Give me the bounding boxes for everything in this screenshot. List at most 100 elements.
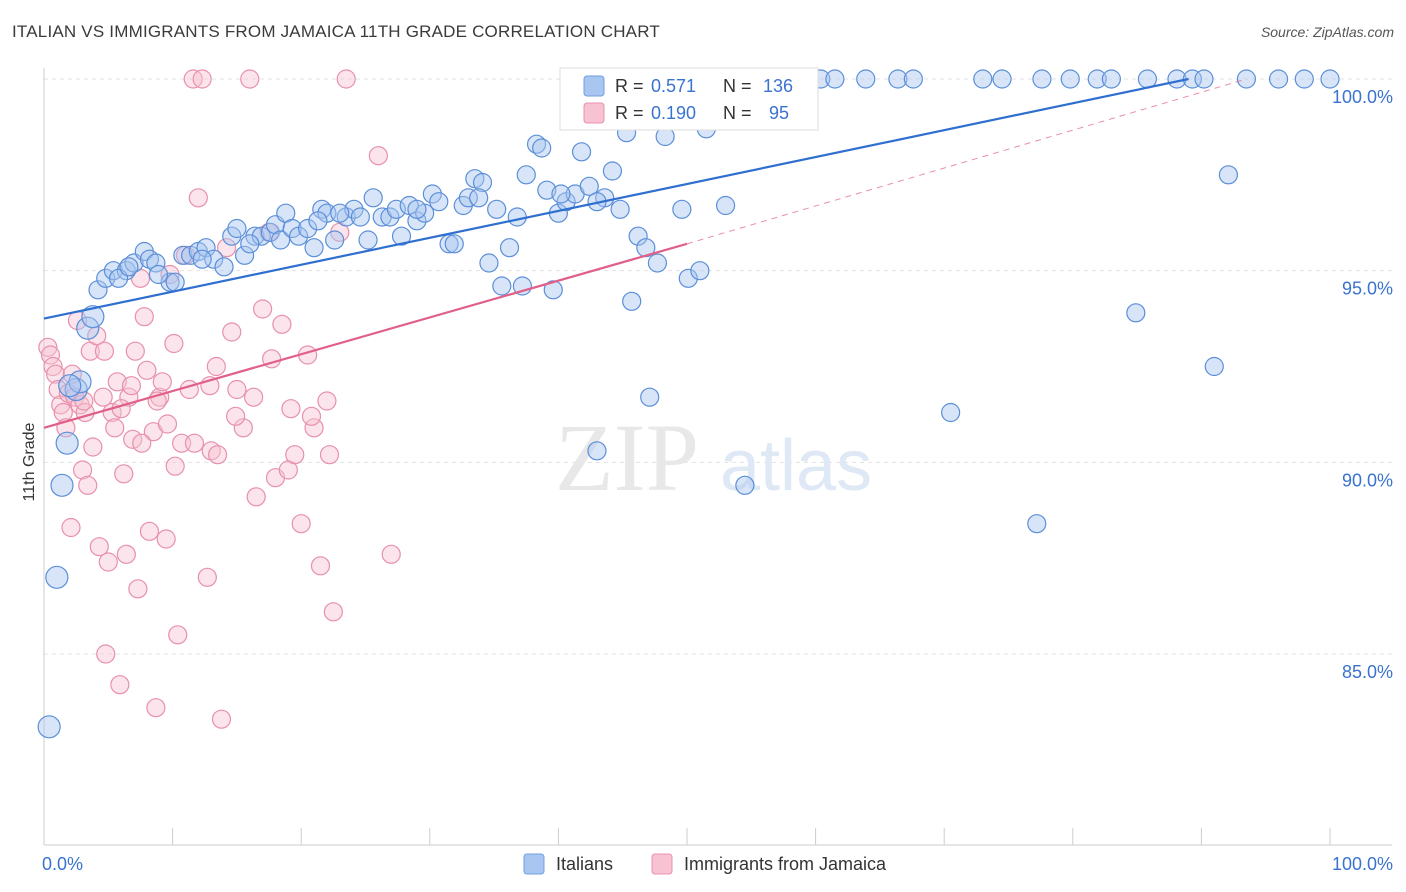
y-tick-label-2: 95.0% bbox=[1342, 279, 1393, 299]
jamaica-point-72 bbox=[323, 602, 343, 622]
italians-point-48 bbox=[391, 226, 412, 246]
jamaica-point-79 bbox=[94, 341, 115, 361]
jamaica-point-43 bbox=[164, 333, 184, 354]
italians-point-1 bbox=[45, 565, 69, 589]
italians-point-112 bbox=[1060, 69, 1080, 89]
italians-point-137 bbox=[551, 184, 571, 204]
x-tick-label-1: 100.0% bbox=[1332, 854, 1393, 874]
jamaica-point-53 bbox=[206, 356, 226, 377]
italians-point-31 bbox=[271, 230, 291, 250]
jamaica-point-94 bbox=[319, 445, 340, 465]
source-label: Source: ZipAtlas.com bbox=[1260, 24, 1394, 40]
italians-point-8 bbox=[88, 280, 108, 300]
italians-point-111 bbox=[1032, 69, 1052, 89]
jamaica-point-38 bbox=[146, 698, 166, 718]
jamaica-point-74 bbox=[336, 69, 356, 89]
italians-point-80 bbox=[622, 291, 642, 311]
trend-jamaica bbox=[43, 242, 688, 429]
chart-title: ITALIAN VS IMMIGRANTS FROM JAMAICA 11TH … bbox=[12, 22, 660, 41]
jamaica-point-19 bbox=[89, 537, 109, 557]
jamaica-point-93 bbox=[301, 406, 322, 426]
italians-point-68 bbox=[537, 180, 557, 200]
jamaica-point-61 bbox=[253, 299, 273, 319]
jamaica-point-9 bbox=[61, 517, 81, 538]
trend-lines bbox=[43, 77, 1247, 429]
italians-point-47 bbox=[386, 199, 406, 219]
italians-point-93 bbox=[715, 195, 736, 216]
stat-r-value-2: 0.190 bbox=[651, 103, 696, 123]
jamaica-point-69 bbox=[304, 418, 324, 438]
italians-point-25 bbox=[227, 218, 247, 239]
italians-point-108 bbox=[973, 69, 993, 89]
italians-point-3 bbox=[55, 431, 79, 455]
bottom-swatch-italians bbox=[523, 853, 545, 875]
italians-point-46 bbox=[380, 207, 400, 227]
jamaica-point-82 bbox=[132, 433, 152, 453]
bottom-legend: Italians Immigrants from Jamaica bbox=[523, 853, 887, 875]
italians-point-7 bbox=[81, 305, 105, 329]
trend-italians bbox=[43, 77, 1189, 320]
jamaica-point-15 bbox=[78, 475, 98, 495]
jamaica-point-71 bbox=[317, 391, 337, 411]
jamaica-point-34 bbox=[134, 307, 154, 327]
italians-point-50 bbox=[407, 211, 427, 231]
italians-point-115 bbox=[1126, 303, 1146, 323]
jamaica-point-54 bbox=[211, 709, 232, 729]
italians-point-128 bbox=[119, 257, 139, 277]
jamaica-point-17 bbox=[83, 437, 103, 457]
italians-point-39 bbox=[325, 230, 345, 250]
italians-point-123 bbox=[1268, 69, 1289, 89]
italians-point-17 bbox=[165, 272, 185, 292]
italians-point-43 bbox=[358, 230, 378, 250]
italians-point-114 bbox=[1101, 69, 1121, 89]
italians-point-44 bbox=[363, 188, 383, 208]
italians-point-37 bbox=[312, 199, 332, 219]
italians-point-60 bbox=[479, 253, 499, 273]
stats-legend: R = 0.571 N = 136 R = 0.190 N = 95 bbox=[559, 67, 819, 131]
italians-point-53 bbox=[429, 192, 449, 212]
jamaica-point-35 bbox=[137, 360, 157, 380]
italians-point-132 bbox=[308, 211, 328, 231]
italians-point-69 bbox=[543, 280, 563, 300]
italians-point-134 bbox=[407, 199, 427, 219]
x-tick-label-0: 0.0% bbox=[42, 854, 83, 874]
italians-point-15 bbox=[146, 253, 166, 273]
italians-point-133 bbox=[330, 203, 350, 223]
jamaica-point-21 bbox=[96, 644, 116, 664]
y-tick-label-3: 100.0% bbox=[1332, 87, 1393, 107]
jamaica-point-22 bbox=[98, 552, 118, 572]
gridlines bbox=[44, 78, 1392, 655]
italians-point-0 bbox=[37, 715, 61, 739]
italians-point-21 bbox=[196, 238, 216, 258]
jamaica-point-25 bbox=[107, 372, 127, 392]
italians-point-75 bbox=[587, 441, 607, 461]
jamaica-point-76 bbox=[381, 544, 401, 564]
jamaica-point-88 bbox=[208, 445, 228, 465]
italians-point-141 bbox=[690, 261, 710, 281]
jamaica-point-20 bbox=[93, 387, 113, 407]
jamaica-point-13 bbox=[72, 460, 93, 480]
italians-point-88 bbox=[678, 268, 698, 288]
italians-point-95 bbox=[735, 475, 755, 495]
italians-point-65 bbox=[516, 165, 536, 185]
italians-point-63 bbox=[499, 238, 520, 258]
jamaica-point-1 bbox=[40, 345, 61, 365]
jamaica-point-66 bbox=[285, 445, 305, 465]
italians-point-105 bbox=[888, 69, 908, 89]
jamaica-point-60 bbox=[246, 487, 266, 507]
jamaica-point-57 bbox=[227, 379, 247, 400]
italians-point-121 bbox=[1218, 165, 1239, 185]
legend-swatch-jamaica bbox=[583, 102, 605, 124]
italians-point-57 bbox=[458, 188, 478, 208]
watermark-zip: ZIP bbox=[555, 404, 699, 511]
italians-point-74 bbox=[579, 176, 599, 196]
watermark-atlas: atlas bbox=[720, 426, 872, 506]
jamaica-point-86 bbox=[184, 433, 205, 453]
stat-r-label-2: R = bbox=[615, 103, 644, 123]
italians-point-78 bbox=[610, 199, 630, 219]
italians-point-120 bbox=[1204, 356, 1224, 377]
italians-point-59 bbox=[472, 172, 493, 193]
italians-point-129 bbox=[148, 264, 169, 285]
italians-point-36 bbox=[304, 238, 324, 258]
